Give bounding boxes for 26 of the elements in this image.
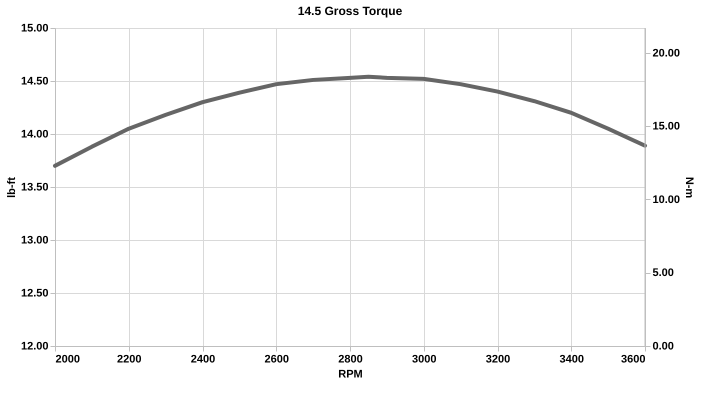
x-tick-label: 3200 (486, 354, 510, 366)
y-tick-label: 15.00 (20, 22, 48, 34)
x-tick-label: 2400 (190, 354, 216, 366)
x-axis-title: RPM (338, 368, 363, 380)
x-tick-label: 3400 (560, 354, 584, 366)
y-tick-label: 13.00 (20, 234, 48, 246)
x-tick-label: 2200 (117, 354, 142, 366)
y-tick-label: 12.50 (20, 288, 48, 300)
y2-tick-label: 20.00 (652, 47, 680, 60)
line-series (53, 74, 647, 168)
x-tick-label: 3600 (621, 354, 646, 366)
y2-tick-label: 5.00 (652, 267, 674, 280)
x-tick-label: 2600 (264, 354, 289, 366)
y2-tick-label: 0.00 (652, 340, 674, 352)
y-tick-label: 12.00 (20, 340, 48, 352)
chart-title: 14.5 Gross Torque (298, 4, 403, 18)
x-tick-label: 3000 (412, 354, 436, 366)
y2-tick-label: 10.00 (652, 194, 680, 206)
y-tick-label: 13.50 (20, 182, 48, 194)
y2-axis-title: N-m (683, 176, 696, 198)
x-tick-label: 2000 (56, 354, 80, 366)
y-tick-label: 14.50 (20, 76, 48, 88)
y2-tick-label: 15.00 (652, 120, 680, 133)
y-tick-label: 14.00 (20, 128, 48, 140)
x-tick-label: 2800 (338, 354, 363, 366)
y-axis-title: lb-ft (6, 176, 18, 198)
